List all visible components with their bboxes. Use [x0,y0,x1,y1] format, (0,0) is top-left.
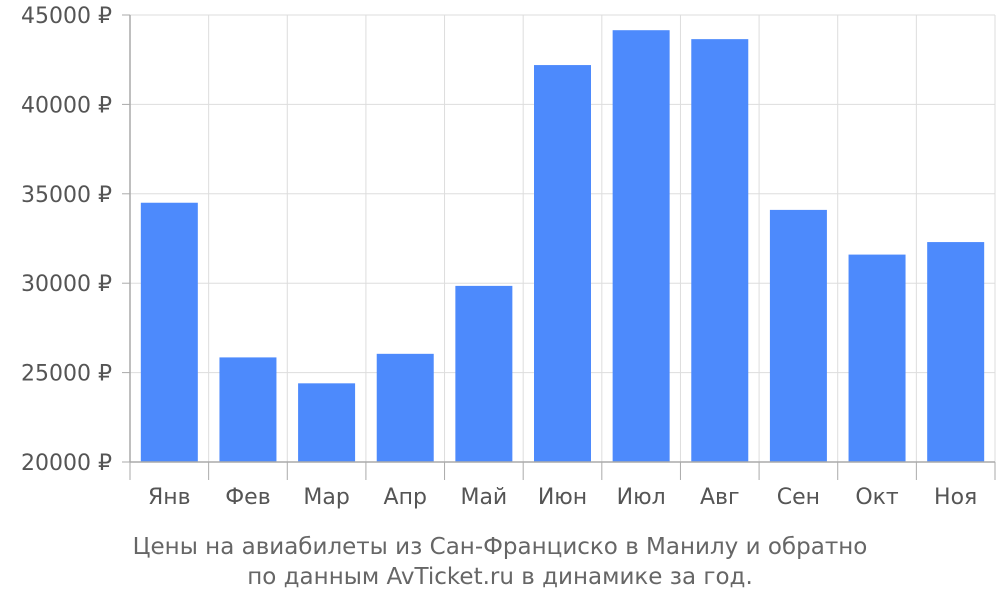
x-tick-label: Авг [700,485,740,510]
y-tick-label: 35000 ₽ [21,183,112,208]
x-tick-label: Ноя [934,485,977,510]
bar [219,357,277,462]
bars [140,30,985,463]
x-tick-label: Янв [148,485,191,510]
x-tick-label: Июн [538,485,587,510]
chart-caption-line-1: Цены на авиабилеты из Сан-Франциско в Ма… [132,534,868,560]
x-axis-tick-labels: Янв Фев Мар Апр Май Июн Июл Авг Сен Окт Ноя [148,485,977,510]
bar [140,202,198,463]
bar [848,254,906,462]
bar [612,30,670,463]
x-tick-label: Июл [617,485,666,510]
y-tick-label: 25000 ₽ [21,362,112,387]
bar [455,285,513,462]
bar [298,383,356,462]
y-tick-label: 40000 ₽ [21,93,112,118]
x-tick-label: Сен [777,485,820,510]
x-tick-label: Апр [384,485,427,510]
y-tick-label: 45000 ₽ [21,4,112,29]
bar [927,242,985,462]
bar [769,209,827,462]
bar [691,39,749,462]
y-tick-label: 30000 ₽ [21,272,112,297]
y-tick-label: 20000 ₽ [21,451,112,476]
x-tick-label: Фев [225,485,270,510]
y-axis-tick-labels: 20000 ₽ 25000 ₽ 30000 ₽ 35000 ₽ 40000 ₽ 45000… [21,4,112,476]
x-tick-label: Окт [855,485,899,510]
axes [122,14,996,480]
bar [376,353,434,462]
bar [534,65,591,463]
x-tick-label: Мар [303,485,349,510]
x-tick-label: Май [460,485,507,510]
chart-caption-line-2: по данным AvTicket.ru в динамике за год. [247,564,753,590]
